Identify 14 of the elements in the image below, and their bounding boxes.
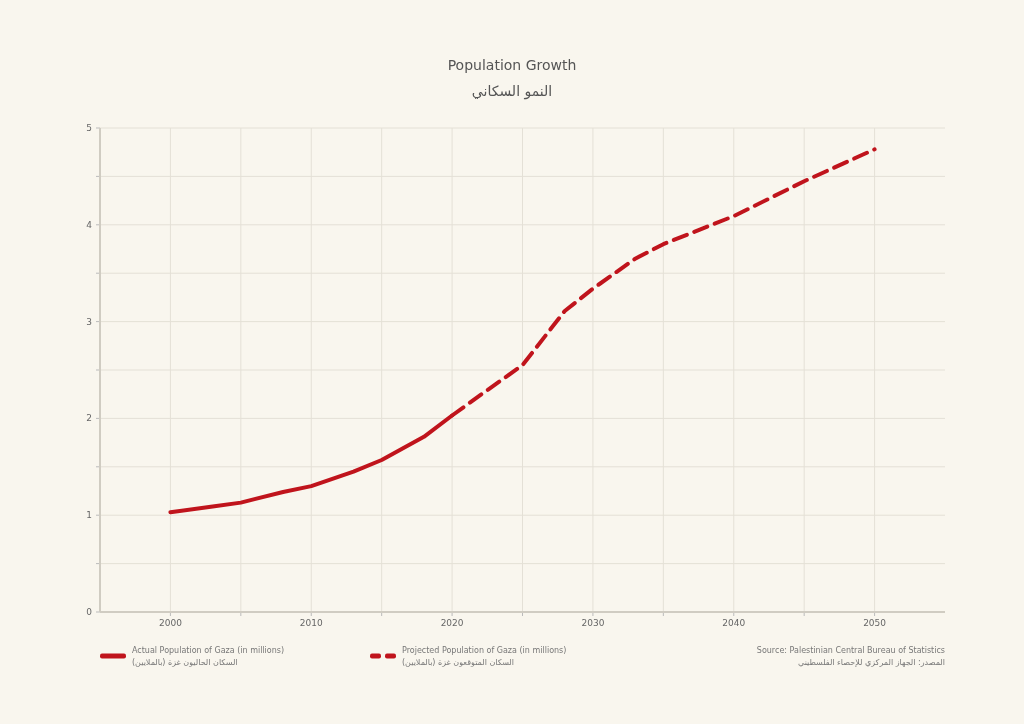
x-tick-label: 2010 (299, 618, 323, 628)
y-tick-label: 2 (86, 413, 92, 424)
y-tick-label: 3 (86, 316, 92, 327)
x-tick-label: 2000 (158, 618, 183, 628)
x-tick-label: 2050 (863, 618, 887, 628)
x-tick-label: 2040 (722, 618, 746, 628)
chart-title: Population Growth (447, 57, 577, 73)
y-tick-label: 0 (86, 607, 93, 617)
x-tick-label: 2030 (581, 618, 605, 628)
y-tick-label: 4 (86, 219, 93, 230)
y-tick-label: 5 (86, 123, 92, 133)
y-tick-label: 1 (86, 510, 92, 521)
x-tick-label: 2020 (440, 618, 464, 628)
chart-subtitle: النمو السكاني (471, 83, 553, 100)
